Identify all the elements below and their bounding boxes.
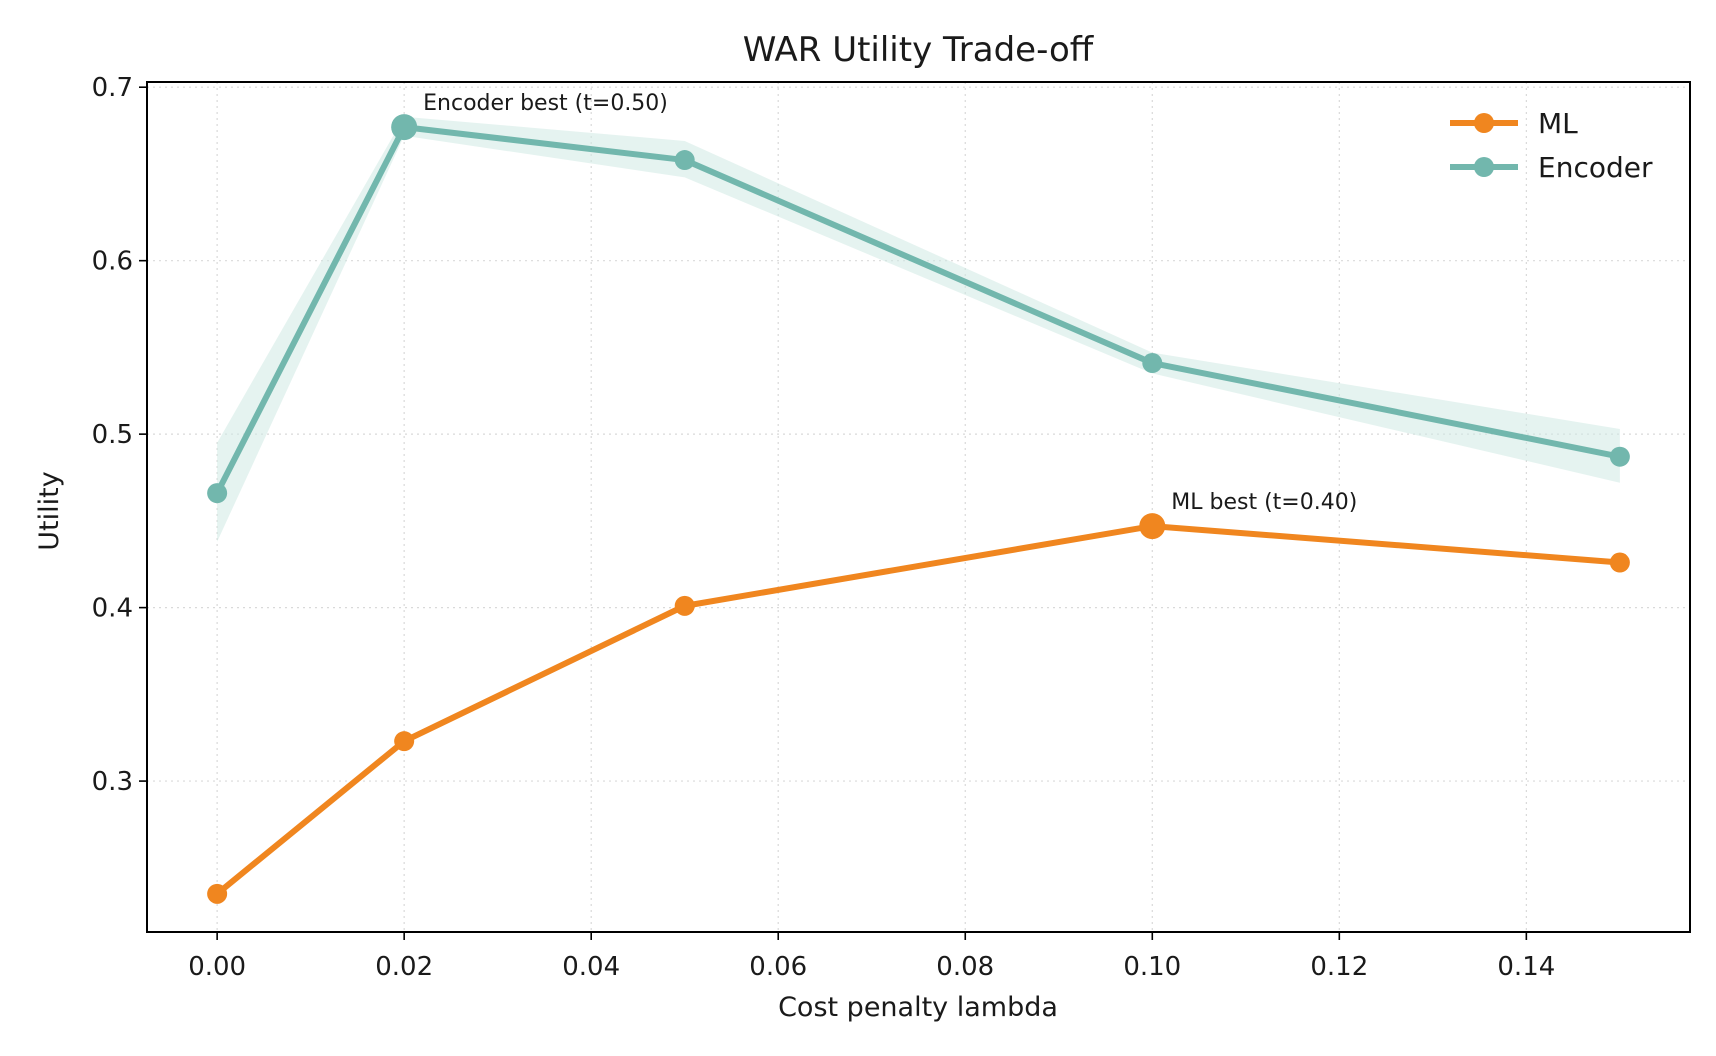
x-axis-label: Cost penalty lambda [778,992,1058,1023]
data-point-encoder [1142,353,1163,374]
series-point-layer [207,114,1630,904]
series-band-encoder [217,116,1620,542]
x-tick-label: 0.04 [562,952,620,982]
x-tick-label: 0.12 [1310,952,1368,982]
x-tick-label: 0.10 [1123,952,1181,982]
y-tick-label: 0.7 [92,73,133,103]
data-point-ml [674,595,695,616]
annotation-encoder-best: Encoder best (t=0.50) [423,91,668,116]
x-tick-label: 0.14 [1497,952,1555,982]
legend-label-ml: ML [1538,107,1578,140]
legend: ML Encoder [1450,107,1653,184]
tick-layer: 0.00 0.02 0.04 0.06 0.08 0.10 0.12 0.14 0.3 0.4 0.… [92,73,1556,982]
y-axis-label: Utility [34,471,65,550]
legend-label-encoder: Encoder [1538,151,1653,184]
grid-layer [147,82,1690,932]
y-tick-label: 0.6 [92,247,133,277]
confidence-band-layer [217,116,1620,542]
series-line-ml [214,523,1623,897]
data-point-ml [394,731,415,752]
data-point-encoder [674,150,695,171]
y-tick-label: 0.4 [92,594,133,624]
x-tick-label: 0.02 [375,952,433,982]
data-point-encoder [207,483,228,504]
data-point-encoder [391,114,418,141]
y-tick-label: 0.5 [92,420,133,450]
legend-marker-ml [1474,113,1494,133]
data-point-ml [1139,513,1166,540]
axes-frame [146,81,1691,933]
chart-title: WAR Utility Trade-off [743,30,1095,70]
data-point-encoder [1609,446,1630,467]
series-line-encoder [214,124,1623,497]
series-line-layer [214,124,1623,897]
data-point-ml [1609,552,1630,573]
annotation-layer: Encoder best (t=0.50) ML best (t=0.40) [423,91,1357,515]
data-point-ml [207,883,228,904]
y-tick-label: 0.3 [92,767,133,797]
legend-marker-encoder [1474,157,1494,177]
x-tick-label: 0.00 [188,952,246,982]
annotation-ml-best: ML best (t=0.40) [1171,490,1357,515]
x-tick-label: 0.08 [936,952,994,982]
x-tick-label: 0.06 [749,952,807,982]
